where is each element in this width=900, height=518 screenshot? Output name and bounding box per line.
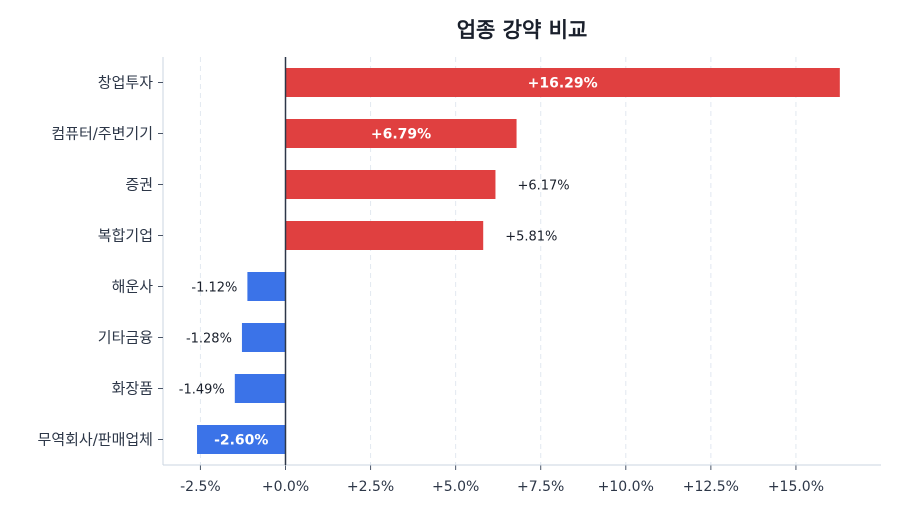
data-label: +6.79% — [371, 127, 431, 143]
data-label: +5.81% — [505, 230, 557, 245]
bar — [285, 119, 517, 148]
y-tick-label: 창업투자 — [98, 74, 153, 92]
x-tick-label: +15.0% — [768, 479, 824, 495]
y-tick-label: 컴퓨터/주변기기 — [51, 125, 153, 143]
data-label: +6.17% — [517, 179, 569, 194]
x-tick-label: -2.5% — [180, 479, 221, 495]
y-tick-label: 화장품 — [112, 380, 153, 398]
bar — [241, 323, 286, 352]
x-tick-label: +5.0% — [432, 479, 479, 495]
y-tick-label: 기타금융 — [98, 329, 153, 347]
x-tick-label: +0.0% — [262, 479, 309, 495]
data-label: -1.49% — [179, 383, 225, 398]
bar — [285, 170, 496, 199]
data-label: -1.28% — [186, 332, 232, 347]
x-tick-label: +7.5% — [517, 479, 564, 495]
y-tick-label: 증권 — [125, 176, 153, 194]
y-tick-label: 해운사 — [112, 278, 154, 296]
data-label: -1.12% — [191, 281, 237, 296]
x-tick-label: +2.5% — [347, 479, 394, 495]
x-tick-label: +12.5% — [683, 479, 739, 495]
bar — [285, 68, 840, 97]
x-tick-label: +10.0% — [598, 479, 654, 495]
data-label: -2.60% — [214, 433, 268, 449]
chart-title: 업종 강약 비교 — [457, 18, 588, 42]
bar — [197, 425, 286, 454]
bar — [234, 374, 286, 403]
y-tick-label: 복합기업 — [98, 227, 153, 245]
bar — [285, 221, 484, 250]
data-label: +16.29% — [528, 76, 598, 92]
bar — [247, 272, 286, 301]
y-tick-label: 무역회사/판매업체 — [38, 431, 153, 449]
